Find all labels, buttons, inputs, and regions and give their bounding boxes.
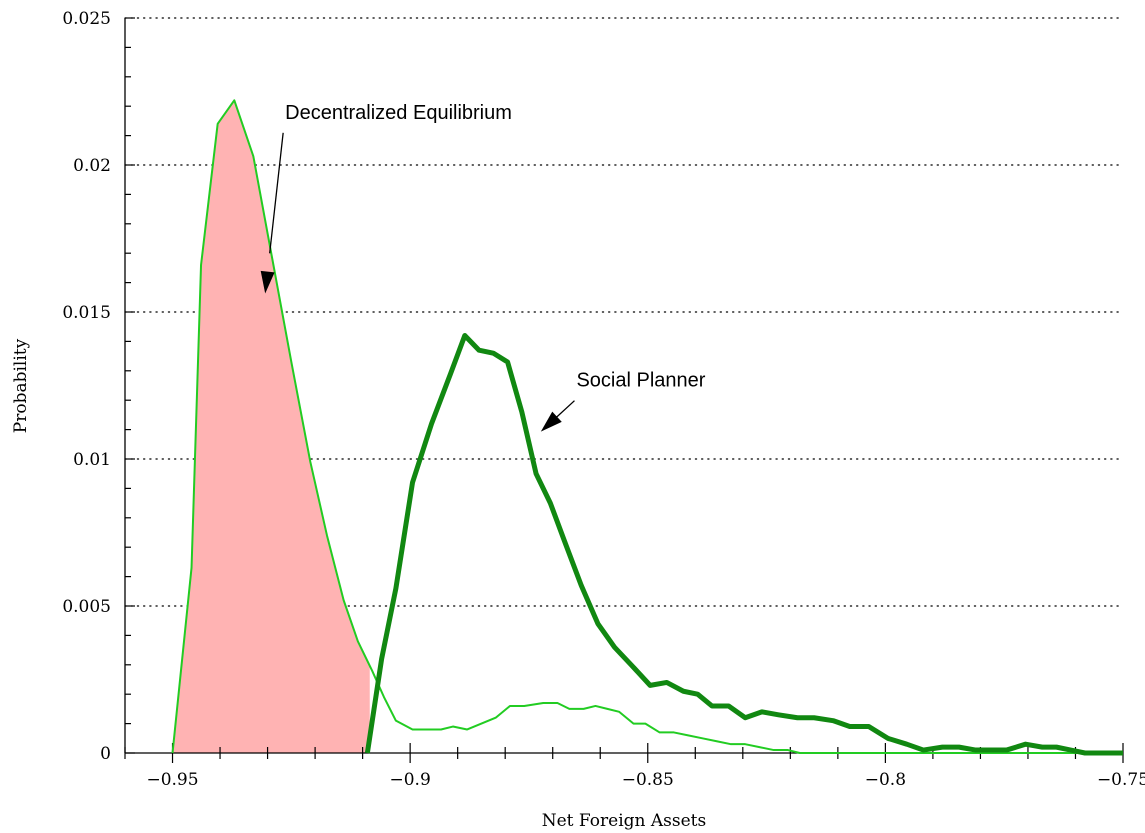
y-tick-label-1: 0.005	[62, 597, 111, 617]
x-tick-label-3: −0.8	[865, 770, 906, 790]
annotation-label-1: Social Planner	[576, 370, 705, 392]
y-tick-label-0: 0	[100, 744, 111, 764]
series-line-1	[364, 333, 1123, 756]
annotation-label-0: Decentralized Equilibrium	[285, 102, 512, 124]
annotations: Decentralized Equilibrium Social Planner	[260, 102, 706, 432]
gridlines	[124, 17, 1124, 607]
y-tick-label-2: 0.01	[73, 450, 111, 470]
series-layer	[171, 99, 1123, 756]
y-tick-label-4: 0.02	[73, 156, 111, 176]
x-tick-label-1: −0.9	[390, 770, 431, 790]
x-tick-label-4: −0.75	[1097, 770, 1145, 790]
x-axis-label: Net Foreign Assets	[542, 811, 706, 831]
shaded-region	[172, 100, 370, 753]
y-tick-label-3: 0.015	[62, 303, 111, 323]
axes: 0 0.005 0.01 0.015 0.02 0.025 −0.95 −0.9 −0.85 −0…	[62, 9, 1145, 790]
annotation-arrow-head-0	[260, 270, 275, 294]
y-axis-label: Probability	[11, 338, 31, 433]
series-line-0	[171, 99, 1123, 754]
annotation-arrow-head-1	[540, 411, 562, 432]
x-tick-label-2: −0.85	[622, 770, 674, 790]
x-tick-label-0: −0.95	[146, 770, 198, 790]
annotation-arrow-shaft-0	[269, 132, 284, 254]
y-tick-label-5: 0.025	[62, 9, 111, 29]
